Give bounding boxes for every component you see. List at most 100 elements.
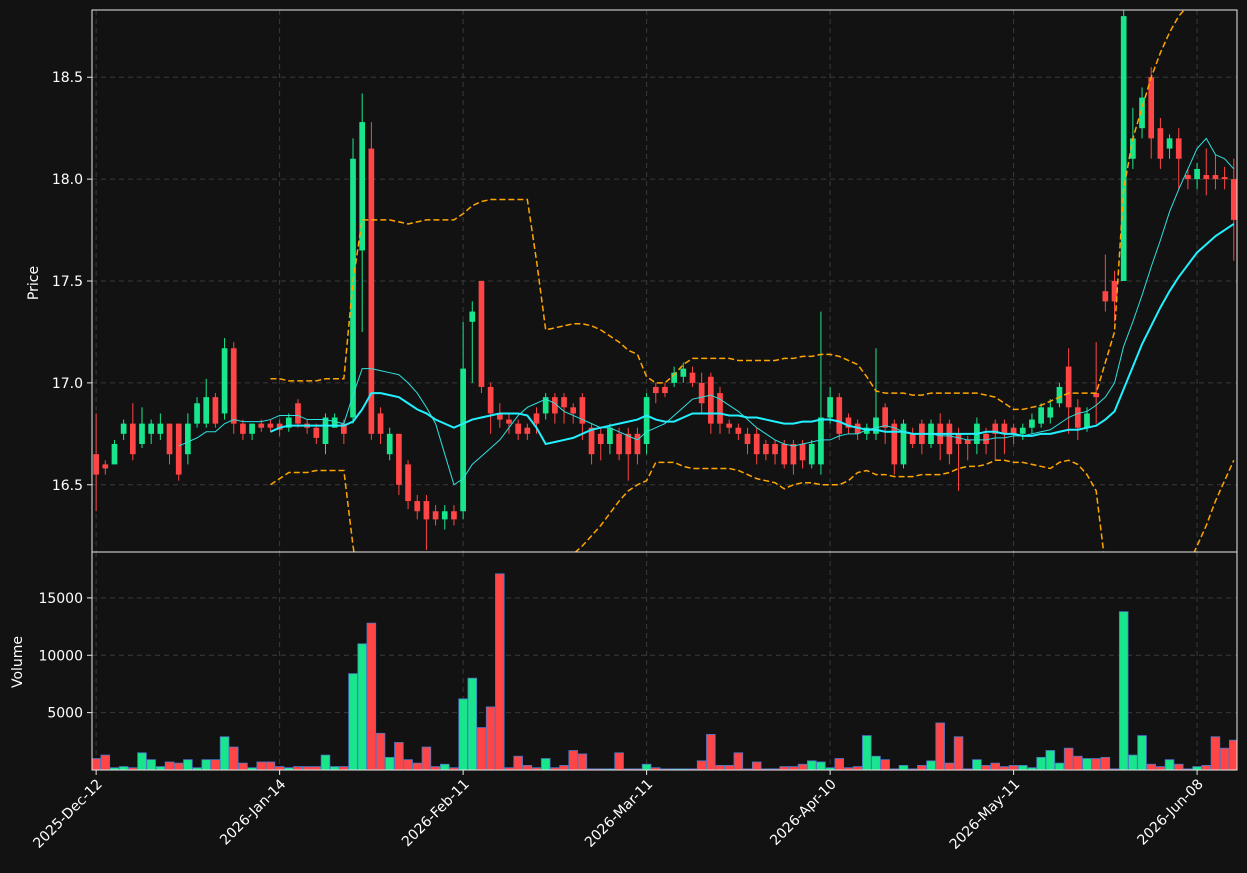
volume-bar [595, 768, 606, 770]
candle-body [900, 423, 907, 465]
candle-body [845, 417, 852, 428]
volume-bar [614, 752, 624, 770]
volume-bar [953, 736, 964, 770]
volume-bar [403, 759, 413, 770]
candle-body [212, 397, 219, 424]
candle-body [955, 433, 962, 445]
candle-body [487, 386, 494, 414]
candle-body [230, 348, 237, 424]
volume-bar [137, 752, 147, 770]
candle-body [1212, 175, 1219, 180]
volume-bar [302, 766, 312, 770]
candle-body [102, 464, 109, 469]
candle-body [185, 423, 191, 455]
volume-bar [1008, 765, 1019, 770]
candle-body [359, 122, 366, 251]
candle-body [818, 417, 824, 465]
volume-bar [430, 766, 441, 770]
y-tick-label: 17.5 [52, 274, 83, 290]
candle-body [1010, 427, 1017, 434]
candle-body [836, 397, 843, 434]
candle-body [386, 433, 393, 455]
candle-body [432, 511, 439, 520]
price-axis-label: Price [26, 266, 42, 300]
grid [92, 10, 1237, 770]
candle-body [1029, 419, 1035, 428]
volume-bar [1073, 755, 1083, 770]
volume-bar [1091, 758, 1101, 770]
volume-bar [311, 766, 322, 770]
candle-body [542, 397, 549, 414]
candle-body [129, 423, 136, 455]
volume-bar [540, 758, 551, 770]
candle-body [1019, 427, 1026, 434]
volume-bar [660, 768, 670, 770]
candle-body [662, 386, 668, 394]
volume-bar [641, 763, 652, 770]
candle-body [680, 368, 687, 377]
volume-bar [1173, 763, 1184, 770]
overlay-line [270, 459, 1235, 552]
volume-bar [871, 755, 881, 770]
volume-bar [678, 768, 689, 770]
candle-body [1065, 366, 1072, 408]
volume-bar [375, 732, 386, 770]
candle-body [368, 148, 375, 434]
volume-bar [742, 768, 753, 770]
volume-bar [770, 768, 780, 770]
volume-bar [1137, 735, 1147, 770]
candle-body [157, 423, 164, 434]
candle-body [93, 454, 99, 475]
volume-bar [862, 735, 872, 770]
volume-bar [559, 765, 569, 770]
volume-bar [898, 765, 909, 770]
volume-bar [696, 760, 707, 770]
candle-body [1194, 168, 1200, 180]
volume-panel [92, 573, 1237, 770]
candle-body [120, 423, 127, 434]
candle-body [597, 433, 604, 445]
volume-bar [944, 762, 955, 770]
candle-body [799, 444, 806, 461]
candle-body [946, 423, 953, 455]
candle-body [396, 433, 402, 485]
candle-body [1166, 138, 1173, 149]
volume-bar [1036, 756, 1046, 770]
volume-bar [926, 760, 936, 770]
volume-bar [1128, 754, 1138, 770]
candle-body [1102, 291, 1109, 302]
volume-bar [669, 768, 679, 770]
volume-bar [274, 766, 285, 770]
volume-bar [458, 698, 468, 770]
candle-body [423, 501, 430, 520]
volume-bar [1210, 736, 1221, 770]
candle-body [1111, 281, 1118, 302]
volume-bar [522, 765, 533, 770]
candle-body [203, 397, 210, 424]
volume-bar [92, 758, 101, 770]
candle-body [506, 419, 512, 424]
y-tick-label: 10000 [38, 648, 83, 664]
candle-body [175, 423, 182, 475]
candle-body [781, 444, 788, 465]
candle-body [441, 511, 448, 520]
candle-body [240, 423, 246, 434]
volume-bar [623, 768, 634, 770]
volume-bar [1082, 758, 1092, 770]
candle-body [313, 427, 320, 438]
candle-body [1175, 138, 1182, 159]
volume-bar [632, 768, 643, 770]
volume-bar [366, 622, 377, 770]
candle-body [753, 433, 760, 455]
volume-bar [788, 766, 799, 770]
volume-bar [605, 768, 615, 770]
volume-bar [412, 762, 423, 770]
candle-body [1084, 413, 1090, 428]
volume-bar [1045, 750, 1056, 770]
volume-bar [265, 761, 276, 770]
y-tick-label: 18.0 [52, 172, 83, 188]
candle-body [689, 372, 696, 383]
candle-body [249, 423, 255, 434]
